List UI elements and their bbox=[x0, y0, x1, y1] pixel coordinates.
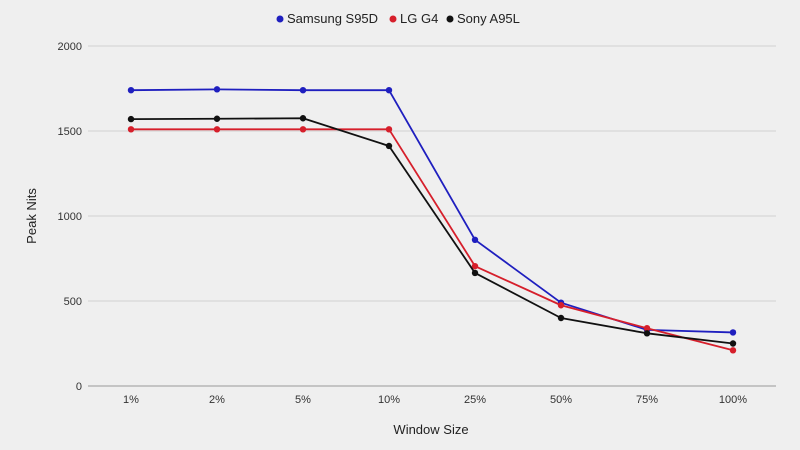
y-tick-labels: 0 500 1000 1500 2000 bbox=[58, 41, 82, 393]
legend-item-samsung-s95d: Samsung S95D bbox=[276, 11, 378, 26]
data-point-samsung-s95d bbox=[385, 87, 393, 94]
series-lg-g4 bbox=[127, 126, 737, 354]
y-tick-label: 500 bbox=[64, 296, 82, 308]
data-point-samsung-s95d bbox=[127, 87, 135, 94]
x-tick-label: 75% bbox=[636, 394, 658, 406]
x-tick-label: 100% bbox=[719, 394, 747, 406]
data-point-lg-g4 bbox=[213, 126, 221, 133]
data-point-samsung-s95d bbox=[299, 87, 307, 94]
x-axis-title: Window Size bbox=[393, 422, 468, 437]
data-point-lg-g4 bbox=[385, 126, 393, 133]
x-tick-labels: 1% 2% 5% 10% 25% 50% 75% 100% bbox=[123, 394, 747, 406]
x-tick-label: 1% bbox=[123, 394, 139, 406]
x-tick-label: 25% bbox=[464, 394, 486, 406]
legend: Samsung S95D LG G4 Sony A95L bbox=[276, 11, 520, 26]
data-point-samsung-s95d bbox=[213, 86, 221, 93]
legend-label: LG G4 bbox=[400, 11, 438, 26]
legend-marker bbox=[446, 15, 454, 23]
legend-item-lg-g4: LG G4 bbox=[389, 11, 438, 26]
series-group bbox=[127, 86, 737, 354]
data-point-sony-a95l bbox=[557, 314, 565, 322]
series-line-lg-g4 bbox=[131, 128, 734, 352]
y-tick-label: 1500 bbox=[58, 126, 82, 138]
x-tick-label: 2% bbox=[209, 394, 225, 406]
y-tick-label: 2000 bbox=[58, 41, 82, 53]
data-point-samsung-s95d bbox=[471, 236, 479, 243]
legend-marker bbox=[389, 15, 397, 23]
data-point-sony-a95l bbox=[299, 115, 307, 122]
data-point-sony-a95l bbox=[385, 142, 393, 150]
y-axis-title: Peak Nits bbox=[24, 188, 39, 244]
data-point-lg-g4 bbox=[557, 302, 565, 309]
data-point-lg-g4 bbox=[643, 325, 651, 332]
series-line-sony-a95l bbox=[130, 117, 734, 345]
legend-label: Sony A95L bbox=[457, 11, 520, 26]
legend-label: Samsung S95D bbox=[287, 11, 378, 26]
series-line-samsung-s95d bbox=[130, 88, 734, 334]
gridlines bbox=[88, 45, 776, 387]
y-tick-label: 0 bbox=[76, 381, 82, 393]
data-point-lg-g4 bbox=[471, 262, 479, 270]
legend-item-sony-a95l: Sony A95L bbox=[446, 11, 520, 26]
x-tick-label: 50% bbox=[550, 394, 572, 406]
data-point-sony-a95l bbox=[729, 340, 737, 347]
series-sony-a95l bbox=[127, 115, 737, 347]
data-point-sony-a95l bbox=[643, 330, 651, 337]
data-point-sony-a95l bbox=[471, 269, 479, 277]
data-point-lg-g4 bbox=[299, 126, 307, 133]
y-tick-label: 1000 bbox=[58, 211, 82, 223]
data-point-sony-a95l bbox=[213, 115, 221, 122]
data-point-samsung-s95d bbox=[729, 329, 737, 336]
data-point-lg-g4 bbox=[729, 347, 737, 354]
x-tick-label: 5% bbox=[295, 394, 311, 406]
legend-marker bbox=[276, 15, 284, 23]
data-point-sony-a95l bbox=[127, 115, 135, 123]
data-point-lg-g4 bbox=[127, 126, 135, 133]
x-tick-label: 10% bbox=[378, 394, 400, 406]
